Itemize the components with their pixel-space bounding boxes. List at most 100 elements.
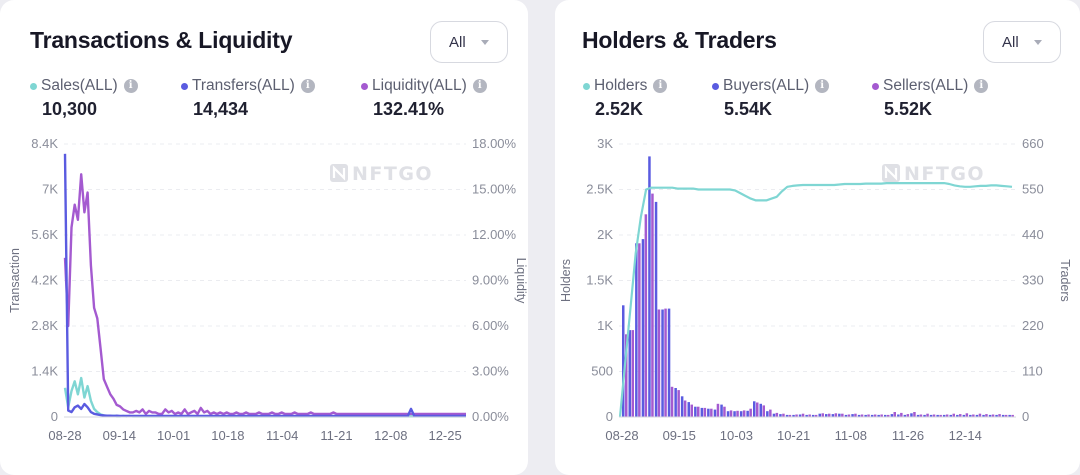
x-tick-label: 12-08 xyxy=(374,428,407,443)
legend-label: Sellers(ALL) xyxy=(883,77,969,94)
range-dropdown[interactable]: All xyxy=(983,21,1061,63)
holders-traders-card: Holders & Traders All Holders i 2.52K Bu… xyxy=(555,0,1080,475)
sellers-bar xyxy=(926,413,929,417)
legend-item-sales[interactable]: Sales(ALL) i 10,300 xyxy=(30,76,138,120)
x-tick-label: 10-01 xyxy=(157,428,190,443)
legend-value: 5.54K xyxy=(724,99,773,119)
y2-tick-label: 660 xyxy=(1022,136,1044,151)
buyers-bar xyxy=(897,414,900,417)
sellers-bar xyxy=(657,309,661,417)
legend-item-buyers[interactable]: Buyers(ALL) i 5.54K xyxy=(712,76,830,120)
info-icon[interactable]: i xyxy=(974,79,989,93)
sellers-bar xyxy=(736,410,739,417)
legend-item-transfers[interactable]: Transfers(ALL) i 14,434 xyxy=(181,76,315,120)
holders-traders-chart: NFTGO 0 0 500 110 1K 220 1.5K 330 2K 440 2.5K 550 3K… xyxy=(559,136,1072,443)
buyers-bar xyxy=(707,408,710,417)
buyers-bar xyxy=(779,414,782,417)
x-tick-label: 10-21 xyxy=(777,428,810,443)
buyers-bar xyxy=(667,308,671,417)
buyers-bar xyxy=(910,413,913,417)
dropdown-selected: All xyxy=(449,34,466,51)
sellers-bar xyxy=(756,402,759,417)
sellers-bar xyxy=(808,414,811,417)
sellers-bar xyxy=(900,412,903,417)
y-tick-label: 0 xyxy=(606,409,613,424)
buyers-bar xyxy=(687,402,690,417)
y2-tick-label: 220 xyxy=(1022,318,1044,333)
buyers-bar xyxy=(962,414,966,417)
y-tick-label: 2K xyxy=(597,227,613,242)
buyers-bar xyxy=(811,414,815,417)
buyers-bar xyxy=(877,414,880,417)
sellers-bar xyxy=(860,414,864,417)
sellers-bar xyxy=(939,414,942,417)
legend-value: 2.52K xyxy=(595,99,644,119)
sellers-bar xyxy=(932,414,936,417)
sellers-bar xyxy=(873,414,877,417)
sellers-bar xyxy=(782,413,785,417)
sellers-bar xyxy=(703,407,707,417)
sellers-bar xyxy=(919,414,923,417)
buyers-bar xyxy=(903,414,907,417)
range-dropdown[interactable]: All xyxy=(430,21,508,63)
sellers-bar xyxy=(854,413,857,417)
y2-tick-label: 440 xyxy=(1022,227,1044,242)
buyers-bar xyxy=(831,414,835,417)
buyers-bar xyxy=(700,407,704,417)
info-icon[interactable]: i xyxy=(472,79,487,93)
buyers-bar xyxy=(785,414,789,417)
legend-label: Sales(ALL) xyxy=(41,77,118,94)
buyers-bar xyxy=(916,414,920,417)
info-icon[interactable]: i xyxy=(300,79,315,93)
dropdown-selected: All xyxy=(1002,34,1019,51)
buyers-bar xyxy=(798,414,802,417)
x-tick-label: 11-04 xyxy=(266,428,298,443)
watermark-text: NFTGO xyxy=(352,163,433,185)
buyers-bar xyxy=(720,404,723,417)
legend-label: Buyers(ALL) xyxy=(723,77,810,94)
sellers-bar xyxy=(965,413,969,417)
sellers-bar xyxy=(913,412,916,417)
buyers-bar xyxy=(628,330,631,417)
sellers-bar xyxy=(828,413,831,417)
buyers-bar xyxy=(661,309,664,417)
legend-item-sellers[interactable]: Sellers(ALL) i 5.52K xyxy=(872,76,989,120)
legend-value: 132.41% xyxy=(373,99,445,119)
buyers-bar xyxy=(772,413,776,417)
card-title: Transactions & Liquidity xyxy=(30,27,293,53)
buyers-bar xyxy=(890,414,894,417)
y-tick-label: 2.8K xyxy=(31,318,58,333)
sellers-bar xyxy=(775,412,779,417)
info-icon[interactable]: i xyxy=(653,79,668,93)
nftgo-watermark: NFTGO xyxy=(882,163,985,185)
watermark-text: NFTGO xyxy=(904,163,985,185)
buyers-bar xyxy=(857,414,861,417)
x-tick-label: 10-18 xyxy=(211,428,244,443)
legend-label: Transfers(ALL) xyxy=(192,77,295,94)
y-tick-label: 8.4K xyxy=(31,136,58,151)
y2-axis-title: Traders xyxy=(1058,259,1072,302)
x-tick-label: 11-08 xyxy=(835,428,867,443)
buyers-bar xyxy=(622,305,625,417)
y-tick-label: 7K xyxy=(42,182,58,197)
info-icon[interactable]: i xyxy=(123,79,138,93)
series-line-liquidity xyxy=(63,173,466,416)
x-tick-label: 11-21 xyxy=(320,428,352,443)
buyers-bar xyxy=(733,411,736,417)
y-tick-label: 5.6K xyxy=(31,227,58,242)
legend-label: Liquidity(ALL) xyxy=(372,77,467,94)
buyers-bar xyxy=(805,414,808,417)
buyers-bar xyxy=(929,414,933,417)
x-tick-label: 09-15 xyxy=(663,428,696,443)
y2-tick-label: 0.00% xyxy=(472,409,509,424)
sellers-bar xyxy=(814,414,818,417)
buyers-bar xyxy=(942,414,946,417)
legend-item-holders[interactable]: Holders i 2.52K xyxy=(583,76,668,120)
info-icon[interactable]: i xyxy=(815,79,830,93)
buyers-bar xyxy=(792,414,795,417)
legend-item-liquidity[interactable]: Liquidity(ALL) i 132.41% xyxy=(361,76,487,120)
sellers-bar xyxy=(1011,414,1014,417)
buyers-bar xyxy=(923,414,926,417)
sellers-bar xyxy=(978,413,982,417)
sellers-dot-icon xyxy=(872,82,879,90)
